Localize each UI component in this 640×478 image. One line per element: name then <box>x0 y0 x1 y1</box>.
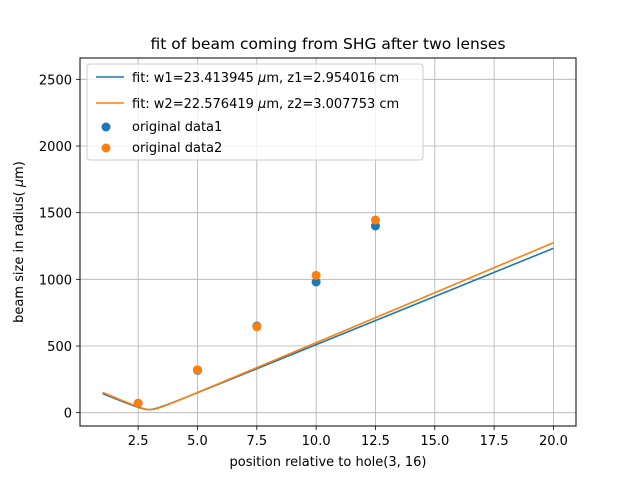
legend-label-data2: original data2 <box>132 141 222 156</box>
y-axis-title-mu: μ <box>12 179 27 188</box>
legend: fit: w1=23.413945 μm, z1=2.954016 cm fit… <box>86 63 424 161</box>
fit-curves <box>102 241 554 411</box>
y-tick-label: 2500 <box>39 73 72 88</box>
legend-label-fit2: fit: w2=22.576419 μm, z2=3.007753 cm <box>132 97 399 112</box>
data-point-2 <box>252 322 262 332</box>
legend-label-data1: original data1 <box>132 120 222 135</box>
x-tick-label: 2.5 <box>128 434 149 449</box>
plot-area-frame <box>79 57 577 427</box>
y-axis-ticks: 0 500 1000 1500 2000 2500 <box>39 73 80 422</box>
y-tick-label: 0 <box>64 407 72 422</box>
data-point-2 <box>192 365 202 375</box>
x-tick-label: 12.5 <box>361 434 390 449</box>
legend-box <box>86 63 424 161</box>
y-tick-label: 1500 <box>39 207 72 222</box>
chart-title: fit of beam coming from SHG after two le… <box>150 35 505 53</box>
data-point-2 <box>133 398 143 408</box>
y-tick-label: 500 <box>47 340 72 355</box>
y-axis-title: beam size in radius( μm) <box>12 161 27 323</box>
data-point-2 <box>370 215 380 225</box>
legend-marker-data2 <box>101 143 111 153</box>
x-axis-title: position relative to hole(3, 16) <box>230 455 427 470</box>
x-tick-label: 7.5 <box>246 434 267 449</box>
y-tick-label: 1000 <box>39 273 72 288</box>
data-point-2 <box>311 270 321 280</box>
x-tick-label: 20.0 <box>539 434 568 449</box>
legend-marker-data1 <box>101 122 111 132</box>
x-axis-ticks: 2.5 5.0 7.5 10.0 12.5 15.0 17.5 20.0 <box>128 426 568 449</box>
data-point-1 <box>311 277 321 287</box>
x-tick-label: 5.0 <box>187 434 208 449</box>
x-tick-label: 10.0 <box>302 434 331 449</box>
legend-label-fit1: fit: w1=23.413945 μm, z1=2.954016 cm <box>132 71 399 86</box>
x-tick-label: 17.5 <box>480 434 509 449</box>
y-tick-label: 2000 <box>39 140 72 155</box>
x-tick-label: 15.0 <box>420 434 449 449</box>
y-axis-title-rest: m) <box>12 161 27 179</box>
y-axis-title-text: beam size in radius( <box>12 191 27 323</box>
scatter-points <box>133 215 380 408</box>
fit-curve-2 <box>102 241 554 411</box>
